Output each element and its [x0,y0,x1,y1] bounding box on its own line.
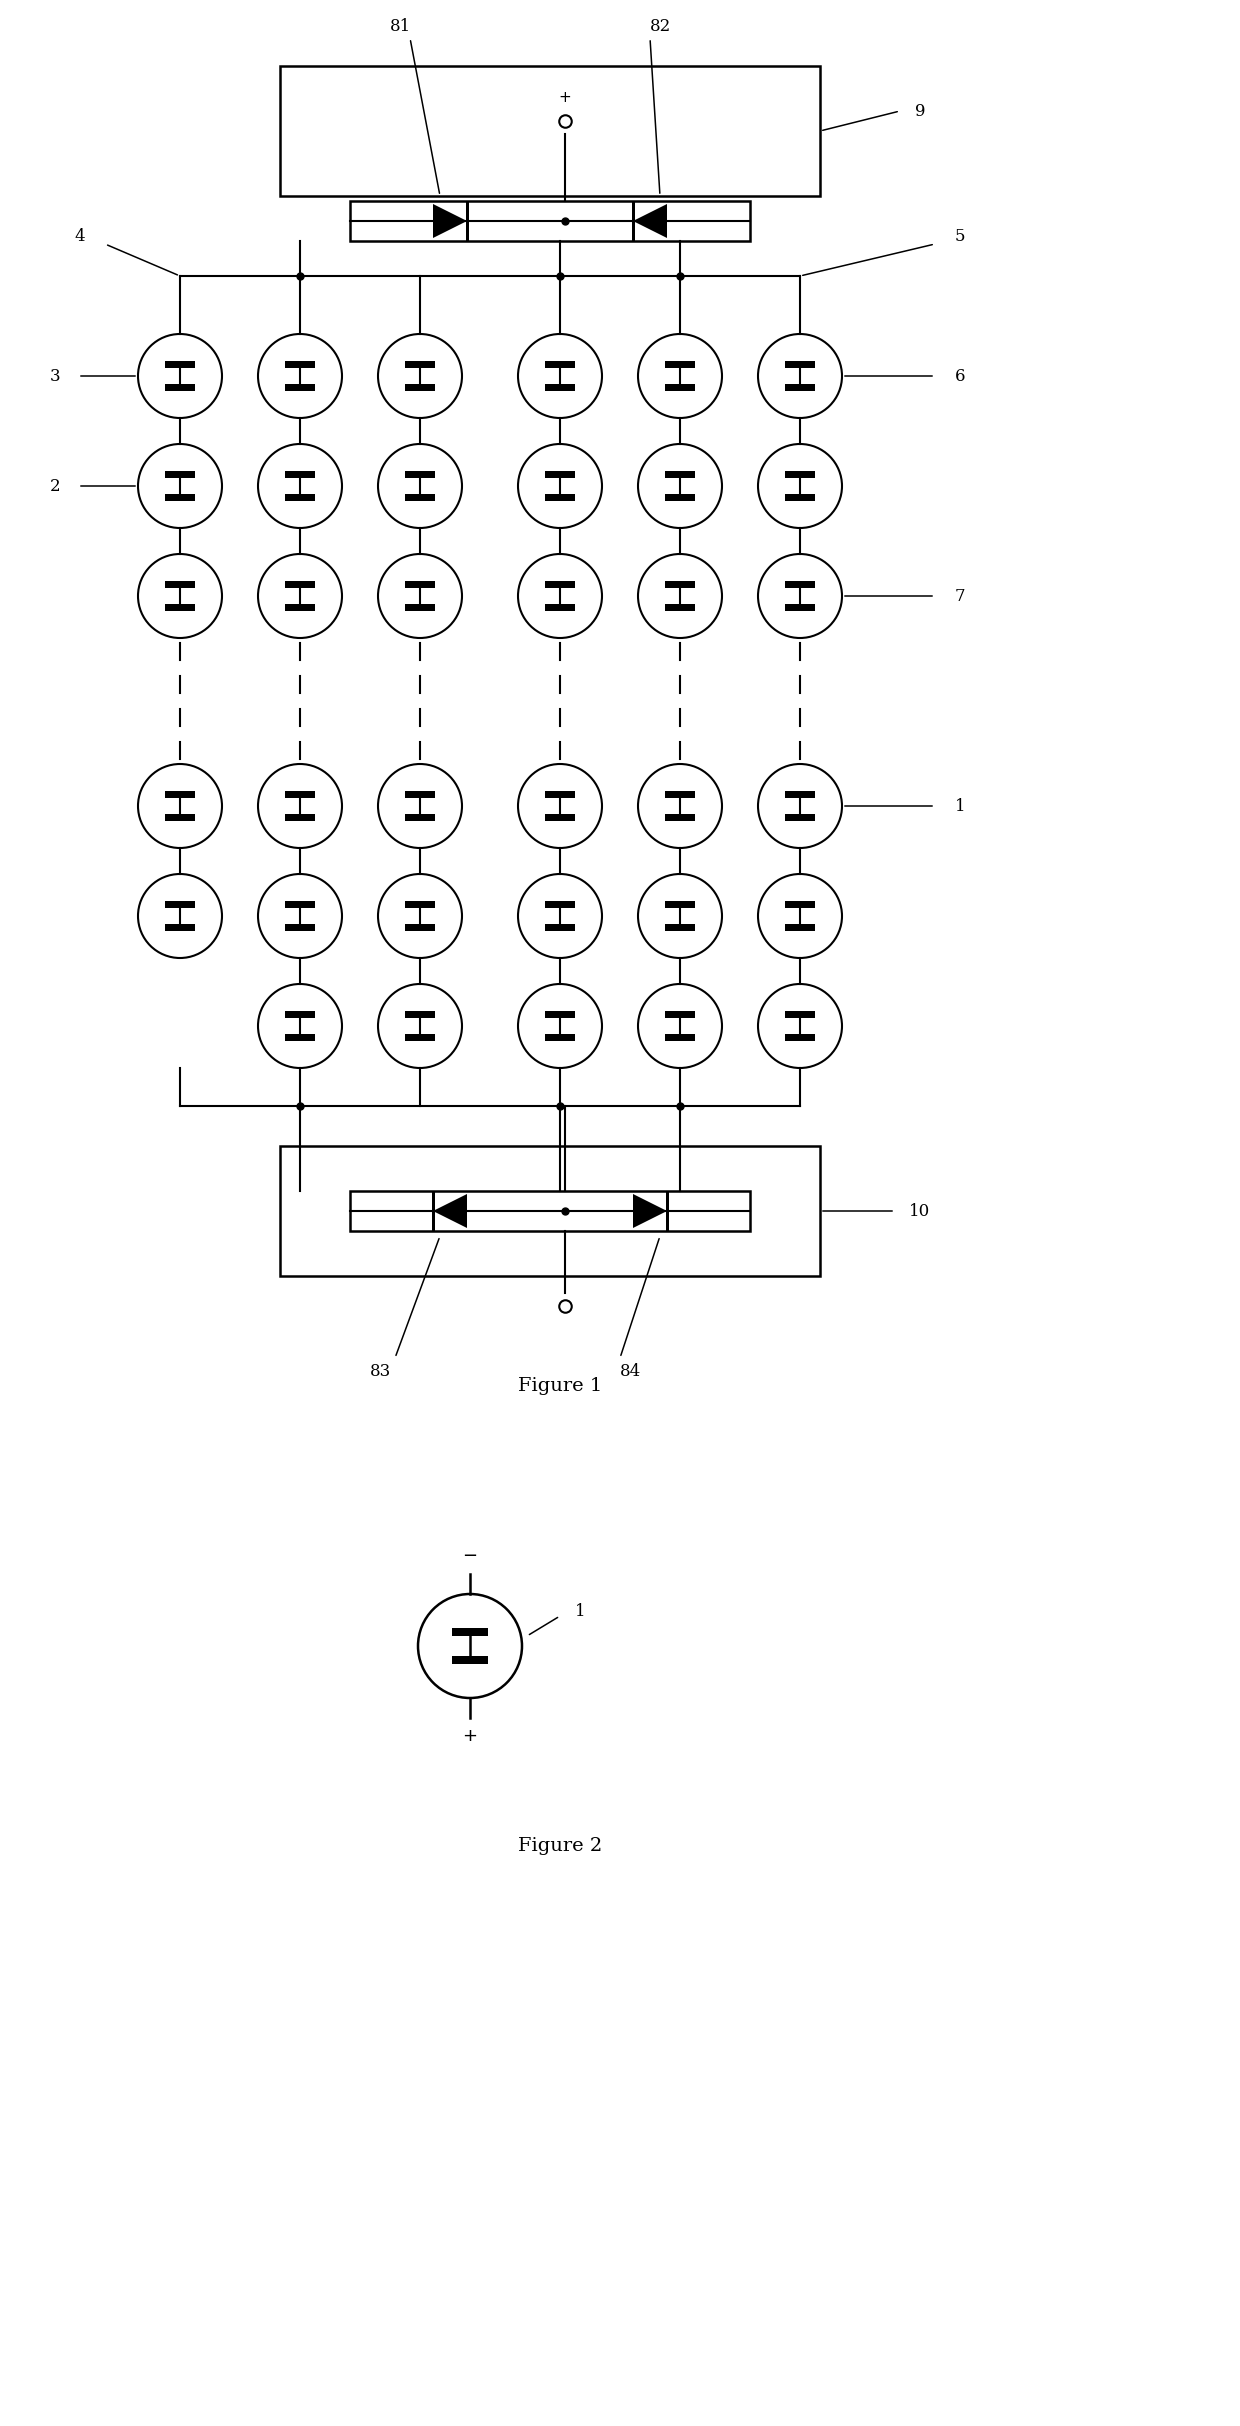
Bar [785,1012,815,1016]
Bar [285,924,315,932]
Bar [165,361,195,369]
Bar [546,1033,574,1041]
Bar [285,1012,315,1016]
Bar [666,471,694,478]
Bar [785,1033,815,1041]
Bar [666,902,694,907]
Text: 5: 5 [955,228,965,245]
Bar [666,791,694,798]
Text: 7: 7 [955,587,965,604]
Bar [405,604,435,611]
Bar [785,495,815,500]
Text: +: + [463,1727,477,1744]
Bar [350,1191,750,1230]
Bar [285,815,315,820]
Text: 82: 82 [650,17,671,34]
Bar [165,604,195,611]
Bar [285,471,315,478]
Bar [666,815,694,820]
Bar [165,495,195,500]
Bar [666,1012,694,1016]
Bar [165,471,195,478]
Bar [165,383,195,391]
Bar [285,604,315,611]
Text: −: − [463,1548,477,1565]
Bar [405,924,435,932]
Bar [165,902,195,907]
Bar [785,902,815,907]
Bar [285,495,315,500]
Bar [405,383,435,391]
Bar [285,902,315,907]
Bar [165,815,195,820]
Bar [546,791,574,798]
Polygon shape [433,1194,467,1228]
Bar [451,1657,489,1664]
Bar [666,383,694,391]
Bar [785,791,815,798]
Text: 81: 81 [389,17,410,34]
Bar [546,1012,574,1016]
Bar [405,495,435,500]
Polygon shape [433,204,467,238]
Bar [666,604,694,611]
Bar [405,1012,435,1016]
Text: Figure 2: Figure 2 [518,1836,603,1856]
Bar [405,582,435,587]
Bar [666,924,694,932]
Bar [451,1628,489,1635]
Bar [405,902,435,907]
Bar [165,924,195,932]
Bar [546,582,574,587]
Bar [165,791,195,798]
Text: 1: 1 [574,1604,585,1621]
Text: 4: 4 [74,228,86,245]
Bar [285,383,315,391]
Text: 9: 9 [915,102,925,119]
Text: 2: 2 [50,478,61,495]
Bar [350,201,750,240]
Polygon shape [632,1194,667,1228]
Bar [785,924,815,932]
Text: +: + [559,90,572,104]
Bar [785,604,815,611]
Bar [405,1033,435,1041]
Text: 84: 84 [619,1363,641,1380]
Bar [285,791,315,798]
Bar [285,1033,315,1041]
Text: 10: 10 [909,1203,931,1220]
Bar [405,361,435,369]
Bar [405,791,435,798]
Text: 83: 83 [370,1363,391,1380]
Text: 6: 6 [955,366,965,383]
Bar [546,902,574,907]
Bar [666,1033,694,1041]
Bar [785,582,815,587]
Bar [666,582,694,587]
Bar [785,815,815,820]
Bar [546,924,574,932]
Bar [785,471,815,478]
Bar [405,471,435,478]
Bar [546,495,574,500]
Bar [666,495,694,500]
Text: Figure 1: Figure 1 [518,1378,603,1395]
Bar [546,361,574,369]
Bar [546,815,574,820]
Bar [546,604,574,611]
Bar [165,582,195,587]
Bar [285,361,315,369]
Bar [546,383,574,391]
Text: 1: 1 [955,798,965,815]
Bar [280,1145,820,1276]
Bar [285,582,315,587]
Bar [785,361,815,369]
Text: 3: 3 [50,366,61,383]
Bar [785,383,815,391]
Bar [546,471,574,478]
Bar [405,815,435,820]
Polygon shape [632,204,667,238]
Bar [280,66,820,197]
Bar [666,361,694,369]
